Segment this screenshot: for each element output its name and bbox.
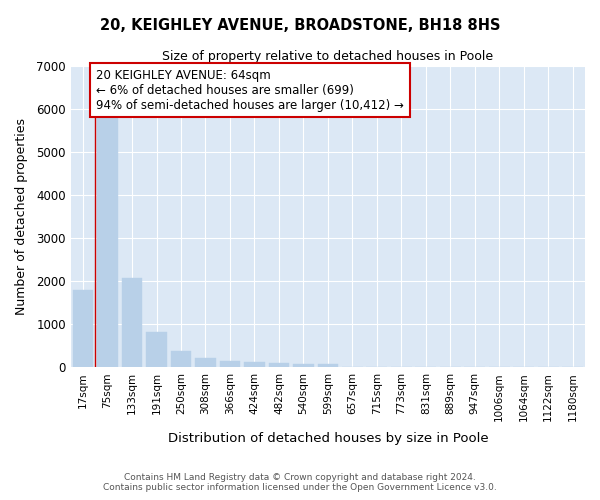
Bar [73, 290, 94, 368]
Bar [293, 364, 314, 368]
Bar [269, 363, 289, 368]
Y-axis label: Number of detached properties: Number of detached properties [15, 118, 28, 315]
Bar [244, 362, 265, 368]
Bar [122, 278, 142, 368]
Text: 20 KEIGHLEY AVENUE: 64sqm
← 6% of detached houses are smaller (699)
94% of semi-: 20 KEIGHLEY AVENUE: 64sqm ← 6% of detach… [96, 68, 404, 112]
Bar [195, 358, 216, 368]
Text: 20, KEIGHLEY AVENUE, BROADSTONE, BH18 8HS: 20, KEIGHLEY AVENUE, BROADSTONE, BH18 8H… [100, 18, 500, 32]
Bar [97, 118, 118, 368]
Bar [170, 352, 191, 368]
Bar [317, 364, 338, 368]
Text: Contains HM Land Registry data © Crown copyright and database right 2024.
Contai: Contains HM Land Registry data © Crown c… [103, 473, 497, 492]
Bar [220, 362, 241, 368]
Bar [146, 332, 167, 368]
Title: Size of property relative to detached houses in Poole: Size of property relative to detached ho… [163, 50, 493, 63]
X-axis label: Distribution of detached houses by size in Poole: Distribution of detached houses by size … [167, 432, 488, 445]
